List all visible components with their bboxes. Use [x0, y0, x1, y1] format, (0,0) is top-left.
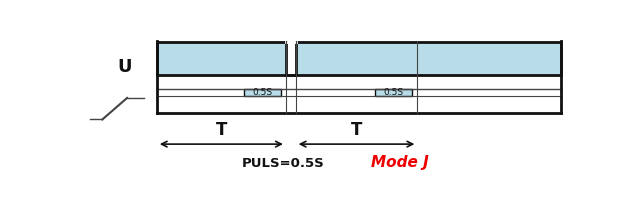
Text: 0.5S: 0.5S: [252, 88, 273, 97]
Text: Mode J: Mode J: [371, 155, 429, 170]
Bar: [157, 42, 286, 75]
Text: 0.5S: 0.5S: [383, 88, 404, 97]
Bar: [296, 42, 561, 75]
Text: T: T: [351, 121, 362, 139]
Text: PULS=0.5S: PULS=0.5S: [242, 157, 324, 170]
Bar: [244, 89, 281, 96]
Text: T: T: [216, 121, 227, 139]
Bar: [375, 89, 412, 96]
Text: U: U: [117, 58, 132, 76]
